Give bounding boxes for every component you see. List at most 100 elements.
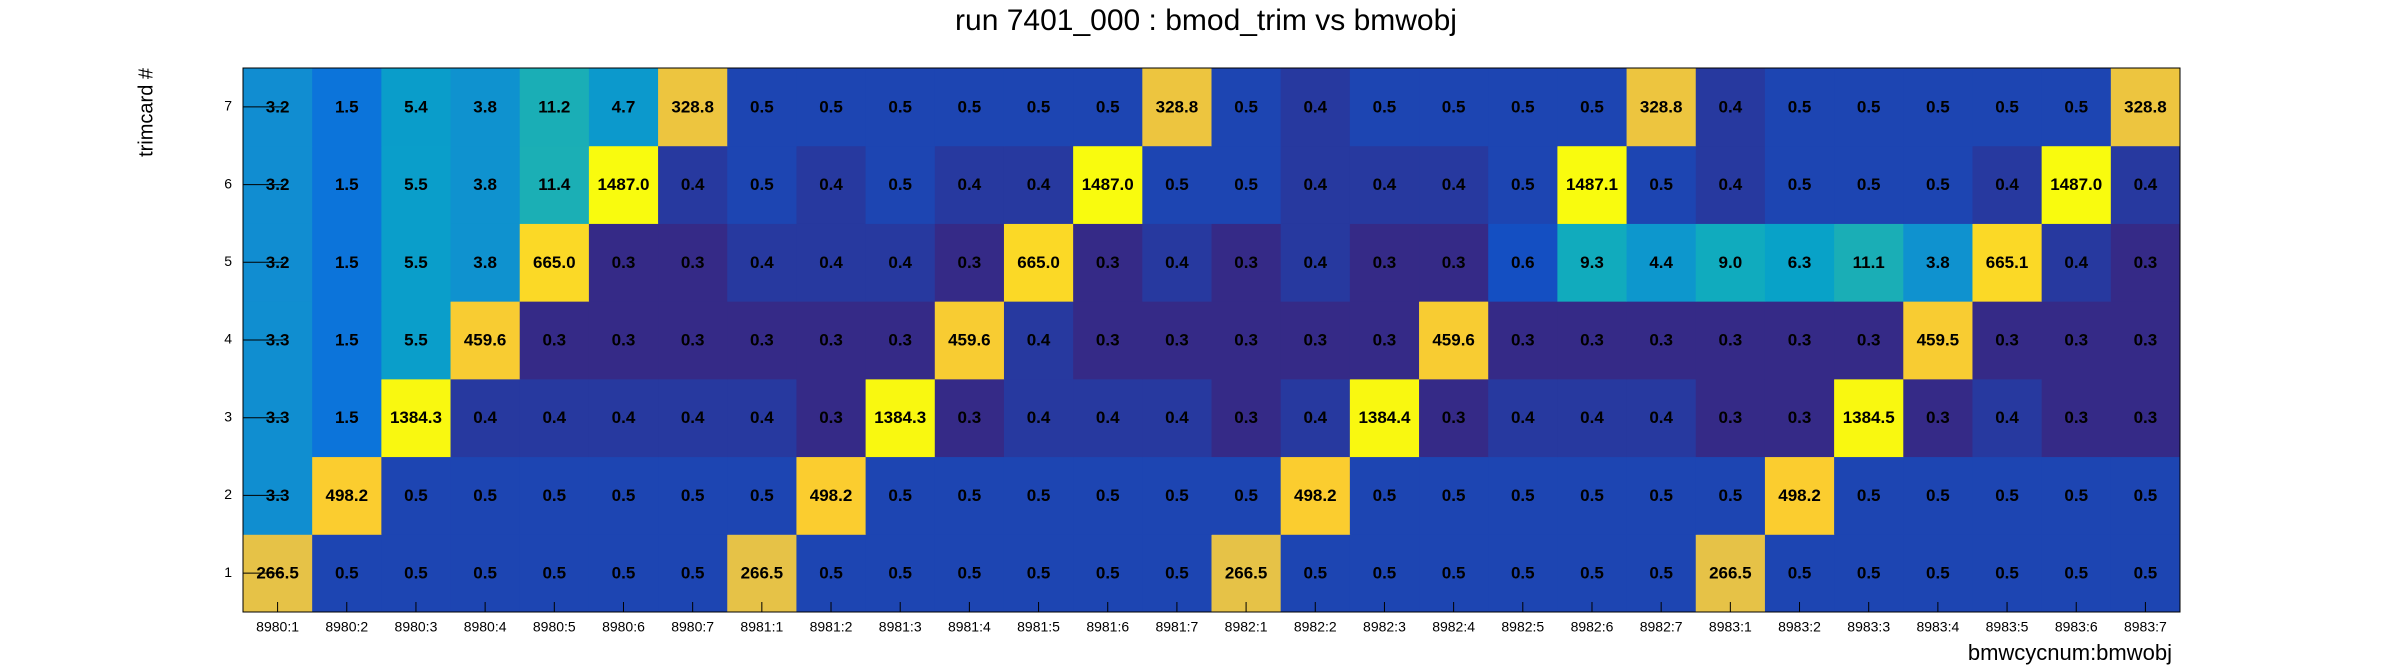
x-tick-label: 8983:6	[2055, 619, 2098, 635]
cell	[1903, 301, 1973, 380]
cell-label: 0.3	[1719, 330, 1743, 349]
cell	[727, 145, 797, 224]
cell-label: 0.5	[2134, 486, 2158, 505]
cell	[796, 378, 867, 458]
cell	[1003, 534, 1074, 613]
cell-label: 459.6	[464, 330, 507, 349]
y-axis-label: trimcard #	[135, 67, 157, 157]
cell-label: 0.4	[819, 253, 843, 272]
cell	[1073, 68, 1143, 147]
cell	[381, 301, 452, 380]
cell	[1626, 68, 1697, 147]
cell-label: 0.3	[1165, 330, 1189, 349]
cell-label: 0.5	[1926, 175, 1950, 194]
cell-label: 1.5	[335, 253, 359, 272]
cell	[865, 301, 936, 380]
cell	[1003, 378, 1074, 458]
cell-label: 0.3	[2134, 253, 2158, 272]
cell	[796, 301, 867, 380]
cell-label: 0.5	[819, 97, 843, 116]
cell	[588, 301, 659, 380]
cell-label: 0.4	[681, 175, 705, 194]
cell-label: 0.4	[473, 408, 497, 427]
cell	[658, 301, 728, 380]
cell-label: 0.4	[1165, 408, 1189, 427]
cell-label: 0.4	[888, 253, 912, 272]
cell-label: 0.5	[1788, 97, 1812, 116]
cell	[1419, 145, 1489, 224]
cell-label: 0.5	[1995, 486, 2019, 505]
cell	[1419, 456, 1489, 535]
cell-label: 0.3	[1580, 330, 1604, 349]
cell-label: 0.5	[1027, 97, 1051, 116]
cell	[2041, 378, 2112, 458]
cell-label: 0.5	[681, 486, 705, 505]
cell-label: 0.5	[2064, 564, 2088, 583]
cell	[1280, 456, 1351, 535]
cell-label: 0.3	[819, 330, 843, 349]
cell-label: 5.5	[404, 330, 428, 349]
cell-label: 0.5	[612, 564, 636, 583]
cell	[1419, 378, 1489, 458]
cell-label: 3.8	[473, 175, 497, 194]
cell	[381, 456, 452, 535]
cell-label: 0.5	[1096, 97, 1120, 116]
cell	[1488, 301, 1558, 380]
x-tick-label: 8980:4	[464, 619, 507, 635]
cell-label: 498.2	[1778, 486, 1821, 505]
cell-label: 0.4	[1580, 408, 1604, 427]
cell	[1557, 456, 1628, 535]
cell	[658, 68, 728, 147]
cell	[1073, 534, 1143, 613]
cell-label: 4.7	[612, 97, 636, 116]
cell-label: 0.3	[2064, 408, 2088, 427]
cell	[1695, 145, 1766, 224]
cell	[2110, 223, 2181, 302]
cell	[312, 456, 382, 535]
cell-label: 0.4	[2134, 175, 2158, 194]
x-tick-label: 8981:4	[948, 619, 991, 635]
cell-label: 0.4	[1303, 175, 1327, 194]
chart-title: run 7401_000 : bmod_trim vs bmwobj	[955, 4, 1457, 37]
cell-label: 0.3	[1719, 408, 1743, 427]
cell	[796, 223, 867, 302]
cell	[1626, 456, 1697, 535]
cell	[519, 68, 590, 147]
cell-label: 0.3	[1373, 330, 1397, 349]
cell-label: 0.4	[542, 408, 566, 427]
cell-label: 5.4	[404, 97, 428, 116]
cell	[934, 301, 1005, 380]
cell-label: 0.3	[750, 330, 774, 349]
x-tick-label: 8980:5	[533, 619, 576, 635]
x-tick-label: 8981:2	[810, 619, 853, 635]
cell	[588, 145, 659, 224]
cell	[1972, 68, 2043, 147]
cell-label: 0.3	[1234, 253, 1258, 272]
cell	[1003, 456, 1074, 535]
x-tick-label: 8982:6	[1571, 619, 1614, 635]
cell-label: 0.4	[681, 408, 705, 427]
cell	[1903, 378, 1973, 458]
cell	[2110, 145, 2181, 224]
cell	[1142, 301, 1212, 380]
cell	[1764, 223, 1835, 302]
cell-label: 0.5	[1234, 175, 1258, 194]
cell-label: 5.5	[404, 175, 428, 194]
cell-label: 0.3	[819, 408, 843, 427]
cell-label: 0.3	[1234, 330, 1258, 349]
cell	[1419, 223, 1489, 302]
x-tick-label: 8980:1	[256, 619, 299, 635]
cell	[1211, 145, 1282, 224]
cell-label: 0.4	[1442, 175, 1466, 194]
cell	[519, 301, 590, 380]
cell	[1211, 301, 1282, 380]
cell-label: 0.6	[1511, 253, 1535, 272]
cell	[865, 534, 936, 613]
cell-label: 0.5	[888, 564, 912, 583]
cell	[1764, 68, 1835, 147]
cell	[1834, 301, 1904, 380]
cell	[1557, 223, 1628, 302]
cell-label: 0.5	[1027, 486, 1051, 505]
cell	[1972, 223, 2043, 302]
cell-label: 0.3	[958, 408, 982, 427]
